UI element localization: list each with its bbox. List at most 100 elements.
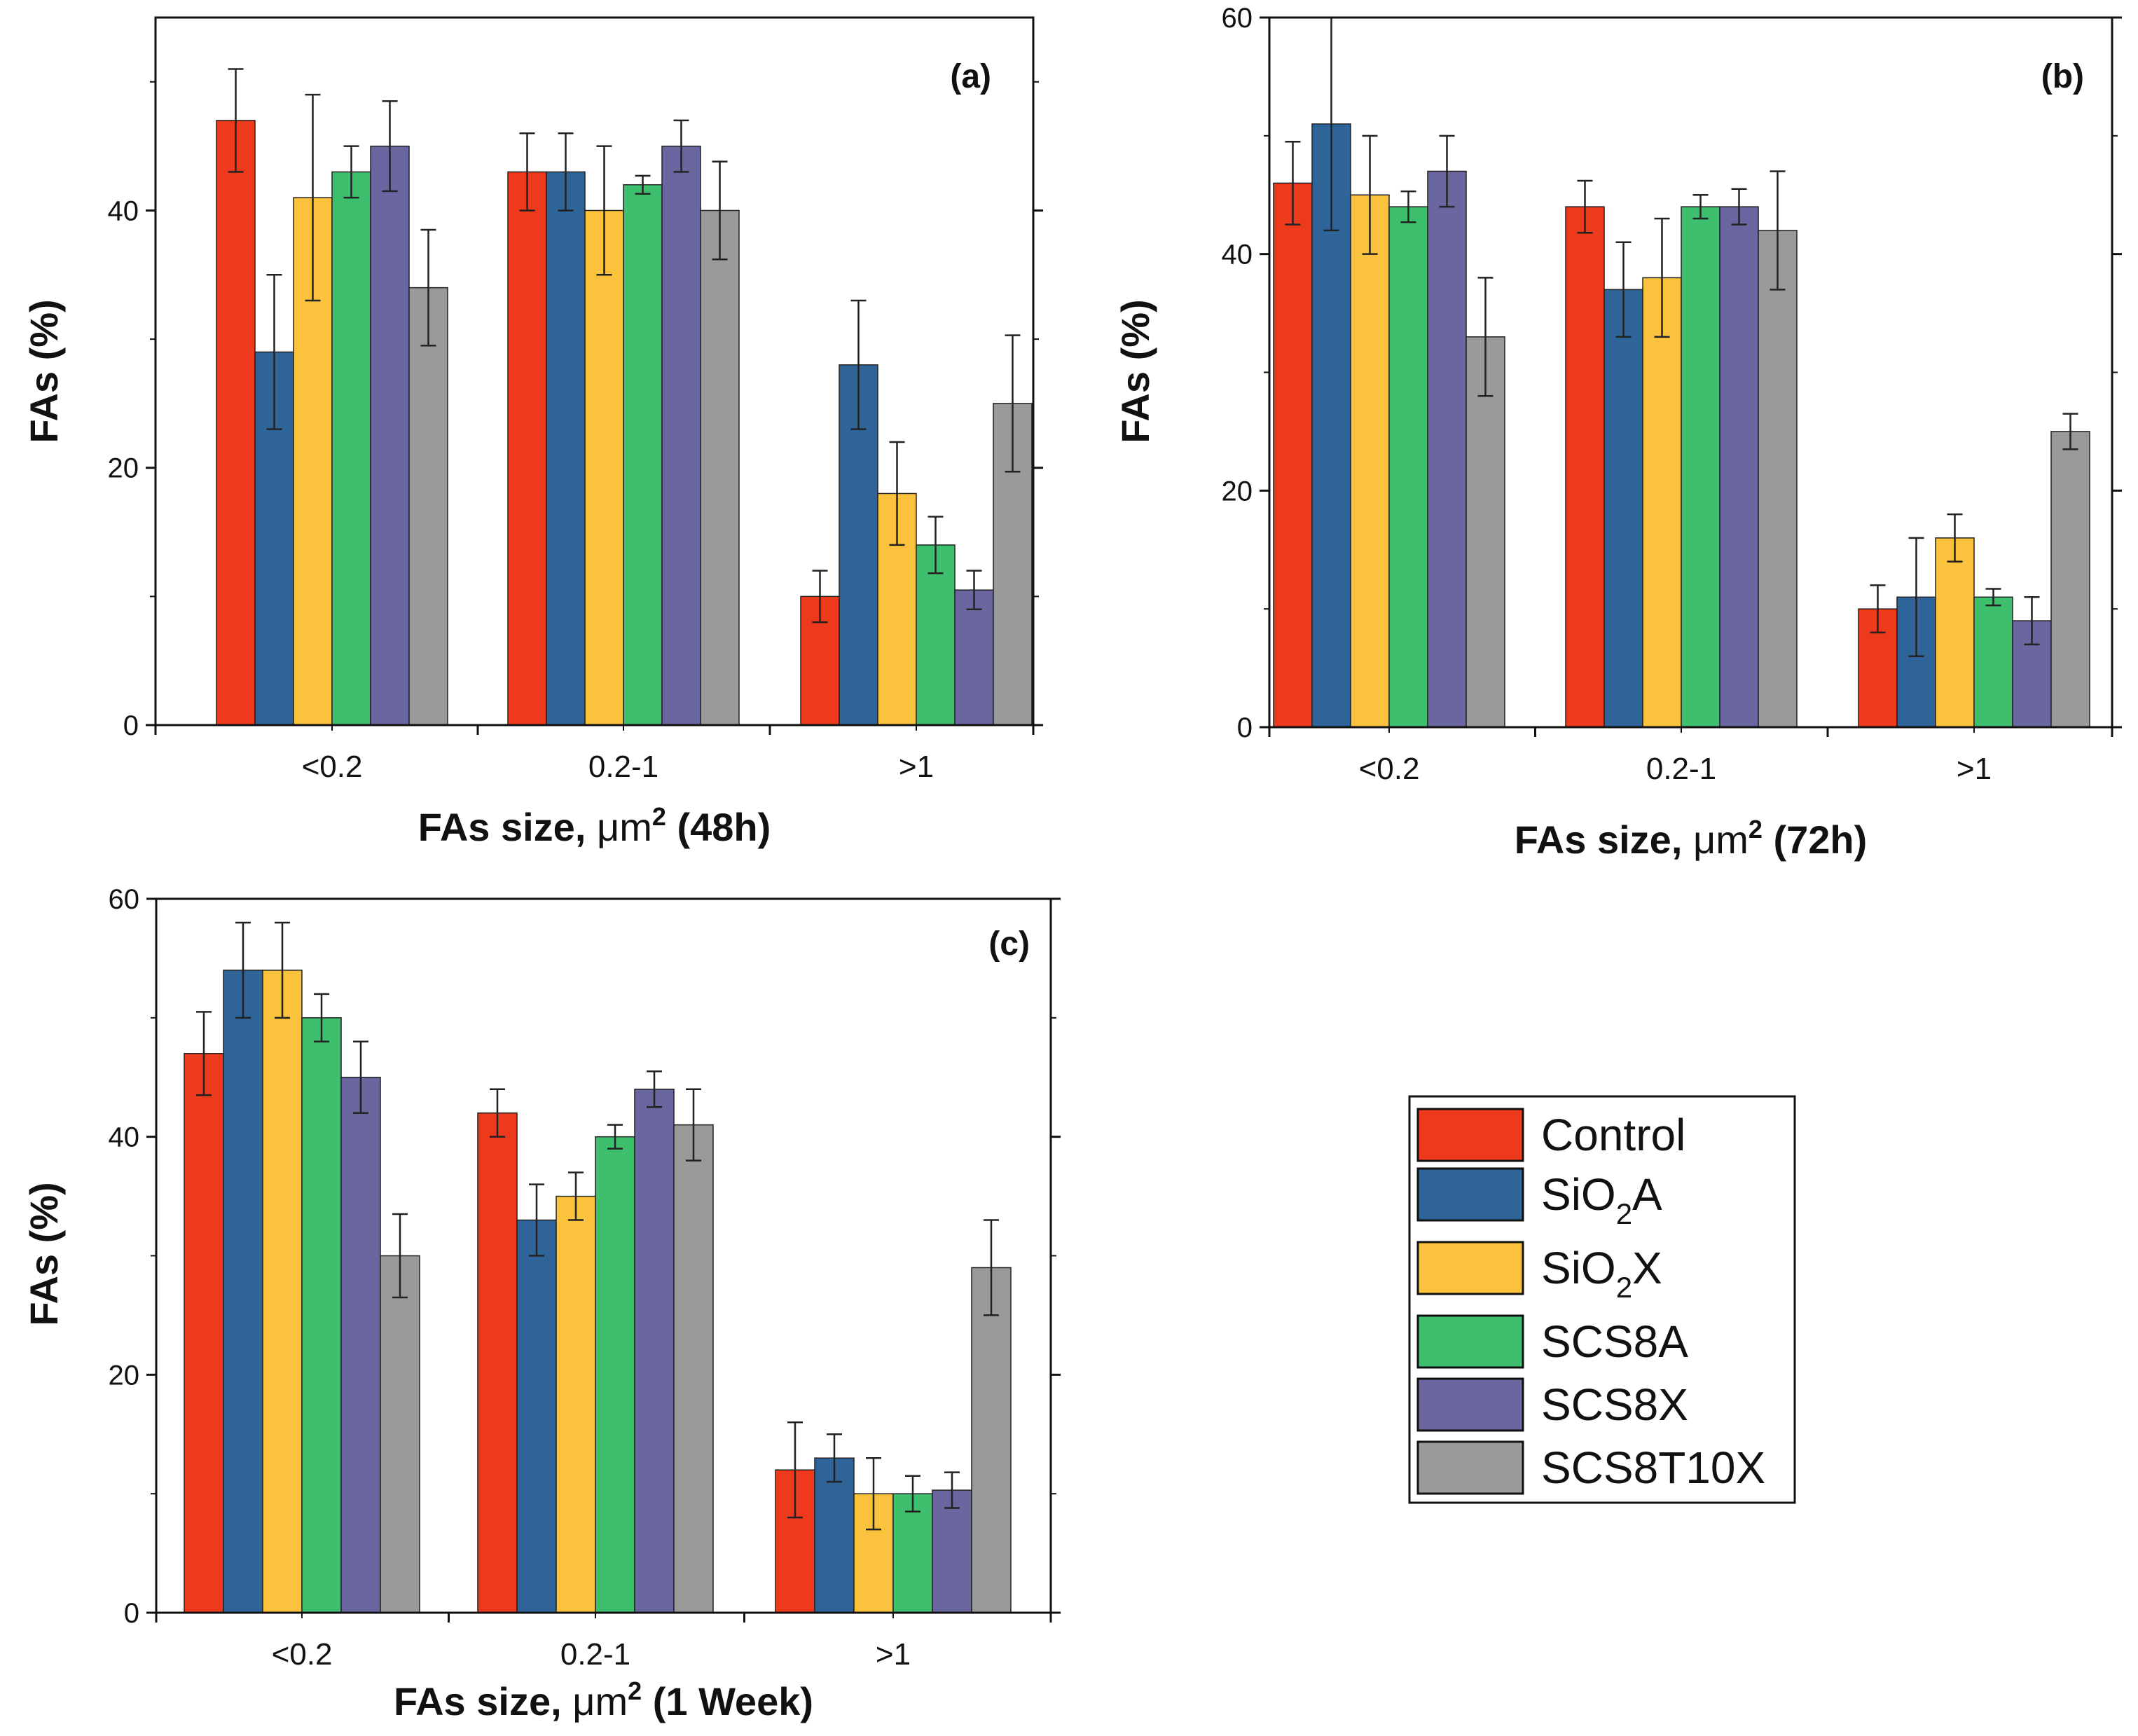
error-bar <box>382 100 398 193</box>
x-category-label: >1 <box>1957 752 1992 786</box>
bar-SiO2A-0.2-1 <box>1604 289 1643 728</box>
y-tick-label: 60 <box>109 884 140 915</box>
y-axis-title: FAs (%) <box>1113 299 1157 443</box>
plot-frame <box>154 16 1035 726</box>
x-category-label: <0.2 <box>272 1637 333 1672</box>
y-tick-label: 0 <box>1237 712 1253 743</box>
legend-swatch <box>1416 1314 1524 1369</box>
error-bar <box>635 174 651 195</box>
error-bar <box>235 921 251 1019</box>
x-category-label: 0.2-1 <box>1646 752 1716 786</box>
x-category-label: <0.2 <box>302 750 363 784</box>
legend-swatch <box>1416 1108 1524 1162</box>
x-category-label: >1 <box>899 750 934 784</box>
chart-panel-a: 0 20 40 <0.2 0.2-1 >1 (a) FAs (%) FAs size, μm2 … <box>22 16 1043 849</box>
bar-SCS8T10X-0.2-1 <box>673 1124 714 1613</box>
legend-label: SCS8A <box>1541 1316 1688 1367</box>
bar-SCS8A-0.2-1 <box>623 184 663 726</box>
y-tick-label: 40 <box>109 1122 140 1153</box>
error-bar <box>1005 334 1021 473</box>
error-bar <box>568 1171 584 1221</box>
error-bar <box>343 145 359 199</box>
error-bar <box>673 119 689 173</box>
error-bar <box>2024 596 2040 646</box>
bar-SiO2A-0.2-1 <box>516 1219 557 1613</box>
error-bar <box>647 1070 662 1108</box>
error-bar <box>596 145 612 276</box>
panel-label: (c) <box>988 925 1030 963</box>
legend-item-Control: Control <box>1416 1108 1685 1162</box>
x-category-label: <0.2 <box>1359 752 1420 786</box>
legend-swatch <box>1416 1167 1524 1222</box>
chart-panel-c: 0 20 40 60 <0.2 0.2-1 >1 (c) FAs (%) FAs size, μm… <box>22 884 1061 1723</box>
bar-Control-0.2-1 <box>507 171 547 726</box>
bar-SiO2X-0.2-1 <box>556 1195 596 1613</box>
error-bar <box>1477 277 1494 397</box>
y-axis-title: FAs (%) <box>22 1182 66 1325</box>
error-bar <box>266 274 282 430</box>
x-axis-title: FAs size, μm2 (1 Week) <box>394 1676 813 1723</box>
error-bar <box>827 1433 842 1483</box>
bar-Control-<0.2 <box>1273 182 1313 728</box>
error-bar <box>905 1475 920 1513</box>
y-tick-label: 20 <box>108 453 139 484</box>
error-bar <box>228 68 244 173</box>
bar-Control-<0.2 <box>184 1053 224 1613</box>
legend-item-SCS8T10X: SCS8T10X <box>1416 1440 1765 1495</box>
error-bar <box>353 1040 368 1114</box>
bar-SCS8T10X-<0.2 <box>1465 336 1505 728</box>
error-bar <box>196 1011 212 1096</box>
bar-SiO2X-<0.2 <box>262 970 303 1613</box>
legend-swatch <box>1416 1241 1524 1295</box>
legend-item-SCS8A: SCS8A <box>1416 1314 1688 1369</box>
error-bar <box>1654 217 1670 338</box>
error-bar <box>314 993 329 1043</box>
panel-label: (b) <box>2041 58 2084 95</box>
error-bar <box>305 93 321 302</box>
error-bar <box>1731 188 1747 226</box>
bar-Control-0.2-1 <box>477 1112 518 1613</box>
error-bar <box>1908 537 1924 657</box>
bar-SCS8X-<0.2 <box>370 145 410 726</box>
bar-SCS8X-<0.2 <box>340 1077 381 1613</box>
legend-swatch <box>1416 1440 1524 1495</box>
error-bar <box>519 132 535 212</box>
x-axis-title: FAs size, μm2 (72h) <box>1515 815 1868 862</box>
bar-SCS8T10X->1 <box>971 1267 1012 1613</box>
bar-SCS8X-<0.2 <box>1427 170 1467 728</box>
error-bar <box>927 516 944 574</box>
legend-item-SiO2X: SiO2X <box>1416 1241 1662 1304</box>
bar-SCS8A-0.2-1 <box>595 1136 635 1613</box>
bar-SCS8T10X-0.2-1 <box>700 209 740 726</box>
bar-SiO2X-<0.2 <box>1350 194 1390 728</box>
bar-SCS8A->1 <box>1973 596 2013 728</box>
error-bar <box>1870 584 1886 634</box>
error-bar <box>1615 241 1632 338</box>
legend-label: SCS8X <box>1541 1379 1688 1430</box>
legend-swatch <box>1416 1377 1524 1432</box>
bar-SCS8T10X->1 <box>2050 431 2090 728</box>
error-bar <box>686 1088 701 1162</box>
legend-box <box>1408 1095 1796 1504</box>
error-bar <box>984 1219 999 1316</box>
bar-SCS8A-0.2-1 <box>1681 206 1720 728</box>
error-bar <box>1692 194 1709 220</box>
error-bar <box>1400 190 1416 223</box>
bar-SCS8A-<0.2 <box>1388 206 1428 728</box>
bar-Control-0.2-1 <box>1565 206 1605 728</box>
error-bar <box>866 1456 881 1531</box>
error-bar <box>1577 179 1593 234</box>
error-bar <box>1770 170 1786 291</box>
y-tick-label: 40 <box>108 195 139 226</box>
error-bar <box>392 1213 408 1299</box>
x-category-label: 0.2-1 <box>560 1637 630 1672</box>
legend-item-SCS8X: SCS8X <box>1416 1377 1688 1432</box>
bar-Control-<0.2 <box>216 120 256 726</box>
bar-SCS8T10X-<0.2 <box>380 1255 420 1613</box>
legend-label: Control <box>1541 1110 1685 1160</box>
error-bar <box>490 1088 505 1138</box>
error-bar <box>420 228 436 347</box>
error-bar <box>529 1183 544 1257</box>
legend: Control SiO2A SiO2X SCS8A SCS8X SCS8T10X <box>1408 1095 1796 1504</box>
